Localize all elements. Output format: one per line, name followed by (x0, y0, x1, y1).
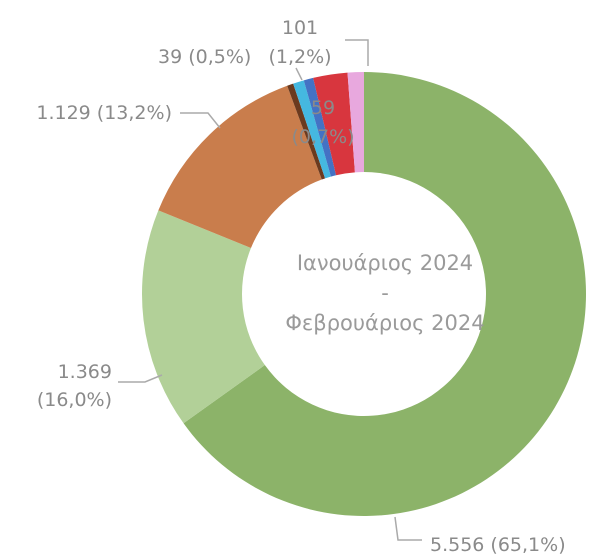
segment (313, 72, 355, 176)
segments (141, 72, 587, 516)
data-label-line: 1.369 (58, 361, 112, 383)
segment (183, 72, 587, 516)
data-label: 1.129 (13,2%) (36, 102, 172, 124)
segment (347, 72, 364, 173)
labels: 5.556 (65,1%) 1.369 (16,0%) 1.129 (13,2%) 39… (36, 17, 565, 556)
data-label-line: 5.556 (65,1%) (430, 534, 566, 556)
leader-line (394, 516, 422, 541)
data-label-line: (16,0%) (37, 389, 112, 411)
center-text: Φεβρουάριος 2024 (285, 311, 484, 335)
data-label-line: 1.129 (13,2%) (36, 102, 172, 124)
data-label-line: 39 (0,5%) (158, 46, 251, 68)
leader-line (180, 112, 221, 129)
center-text: Ιανουάριος 2024 (297, 251, 473, 275)
data-label: 101 (1,2%) (268, 17, 331, 68)
leader-line (118, 374, 163, 383)
data-label-line: 59 (311, 97, 335, 119)
data-label: 39 (0,5%) (158, 46, 251, 68)
segment (293, 80, 331, 179)
data-label-line: (0,7%) (291, 126, 354, 148)
data-label-line: 101 (282, 17, 318, 39)
leader-line (345, 39, 369, 66)
segment (287, 83, 326, 180)
segment (141, 210, 265, 424)
segment (158, 85, 322, 249)
data-label: 1.369 (16,0%) (37, 361, 112, 411)
segment (303, 77, 337, 177)
center-text: - (381, 281, 389, 305)
leader-line (295, 67, 303, 81)
data-label: 5.556 (65,1%) (430, 534, 566, 556)
data-label-line: (1,2%) (268, 46, 331, 68)
data-label: 59 (0,7%) (291, 97, 354, 148)
